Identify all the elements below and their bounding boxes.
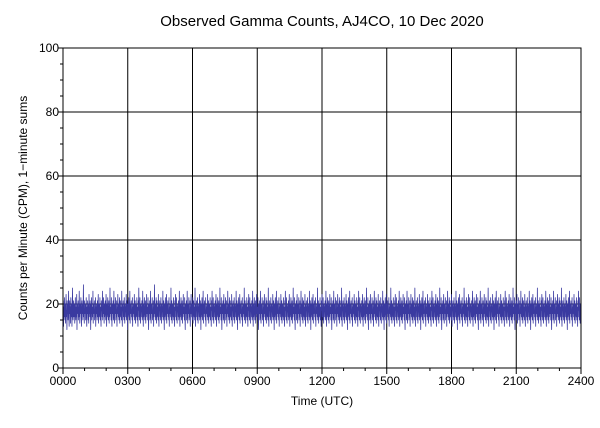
x-tick-label: 0300 (114, 374, 141, 388)
y-tick-label: 40 (46, 233, 60, 247)
x-tick-label: 0000 (50, 374, 77, 388)
x-axis: 0000 0300 0600 0900 1200 1500 1800 2100 2400 (50, 368, 595, 388)
y-tick-label: 20 (46, 297, 60, 311)
y-axis: 0 20 40 60 80 100 (39, 41, 63, 375)
x-tick-label: 0600 (179, 374, 206, 388)
y-tick-label: 0 (52, 361, 59, 375)
series-group (62, 284, 582, 330)
x-tick-label: 0900 (244, 374, 271, 388)
y-tick-label: 60 (46, 169, 60, 183)
y-axis-label: Counts per Minute (CPM), 1−minute sums (16, 96, 30, 320)
chart-title: Observed Gamma Counts, AJ4CO, 10 Dec 202… (160, 13, 484, 30)
y-tick-label: 100 (39, 41, 59, 55)
x-axis-label: Time (UTC) (291, 394, 353, 408)
x-tick-label: 2400 (568, 374, 595, 388)
x-tick-label: 2100 (503, 374, 530, 388)
x-tick-label: 1800 (438, 374, 465, 388)
series-line (62, 284, 582, 330)
x-tick-label: 1200 (309, 374, 336, 388)
x-tick-label: 1500 (373, 374, 400, 388)
grid-lines (63, 48, 581, 368)
y-tick-label: 80 (46, 105, 60, 119)
